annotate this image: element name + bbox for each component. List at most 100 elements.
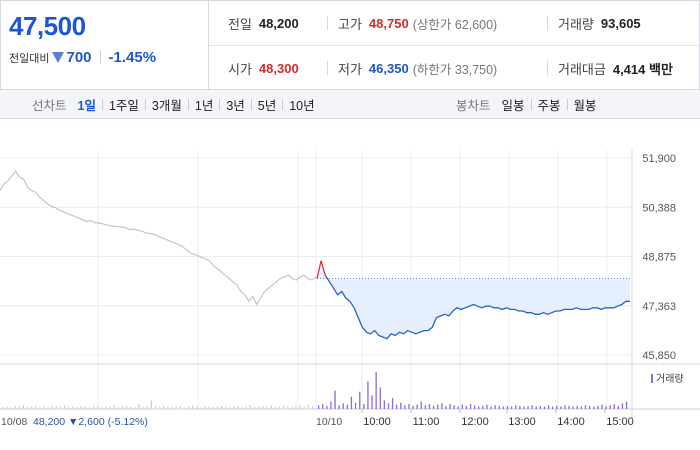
change-divider bbox=[99, 51, 101, 64]
today-volume-bar bbox=[383, 400, 385, 409]
current-price: 47,500 bbox=[9, 11, 86, 41]
prev-day-volume-bar bbox=[113, 405, 115, 409]
today-volume-bar bbox=[375, 372, 377, 409]
prev-day-volume-bar bbox=[287, 406, 289, 409]
price-chart[interactable]: 51,900 50,388 48,875 47,363 45,850 거래량 10/08 48… bbox=[0, 120, 700, 450]
prev-day-change-label: 48,200 ▼2,600 (-5.12%) bbox=[33, 416, 148, 428]
today-volume-bar bbox=[342, 403, 344, 409]
prev-day-volume-bar bbox=[88, 407, 91, 409]
prev-day-volume-bar bbox=[30, 406, 33, 409]
prev-day-volume-bar bbox=[125, 405, 128, 409]
time-tick-label: 10:00 bbox=[363, 416, 391, 428]
prev-day-volume-bar bbox=[64, 405, 66, 409]
today-volume-bar bbox=[543, 406, 546, 409]
prev-day-volume-bar bbox=[216, 406, 219, 409]
price-chart-svg[interactable]: 51,900 50,388 48,875 47,363 45,850 거래량 10/08 48… bbox=[0, 120, 700, 450]
volume-legend-swatch bbox=[651, 374, 653, 383]
tab-candle-period-3[interactable]: 월봉 bbox=[573, 99, 597, 113]
tab-line-period-7[interactable]: 10년 bbox=[289, 99, 315, 113]
prev-day-volume-bar bbox=[192, 405, 194, 409]
prev-day-volume-bar bbox=[254, 407, 256, 409]
prev-day-volume-bar bbox=[295, 405, 297, 409]
prev-day-volume-bar bbox=[138, 404, 140, 409]
tab-separator bbox=[282, 99, 284, 110]
tab-line-period-6[interactable]: 5년 bbox=[257, 99, 277, 113]
today-volume-bar bbox=[420, 401, 422, 409]
today-date-label: 10/10 bbox=[316, 416, 342, 428]
volume-stat: 거래량 93,605 bbox=[547, 1, 699, 46]
prev-day-volume-bar bbox=[51, 405, 53, 409]
chart-period-tabs: 선차트 1일 1주일 3개월 1년 3년 5년 10년 봉차트 일봉 주봉 월봉 bbox=[0, 90, 700, 119]
today-price-line-up bbox=[316, 260, 326, 279]
today-volume-bar bbox=[486, 404, 488, 409]
prev-day-volume-bar bbox=[150, 400, 152, 409]
today-volume-bar bbox=[428, 404, 431, 409]
time-tick-label: 11:00 bbox=[413, 416, 440, 428]
prev-day-volume-bar bbox=[142, 407, 144, 409]
high-value: 48,750 bbox=[368, 15, 409, 31]
prev-day-volume-bar bbox=[196, 406, 198, 409]
today-volume-bar bbox=[535, 406, 537, 409]
today-volume-bar bbox=[474, 405, 476, 409]
today-volume-bar bbox=[597, 405, 599, 409]
tab-candle-period-1[interactable]: 일봉 bbox=[501, 99, 525, 113]
prev-day-volume-bar bbox=[241, 407, 243, 409]
tab-separator bbox=[566, 99, 568, 110]
tab-line-period-2[interactable]: 1주일 bbox=[108, 99, 139, 113]
today-volume-bar bbox=[498, 405, 500, 409]
prev-close-stat: 전일 48,200 bbox=[209, 1, 327, 46]
today-volume-bar bbox=[322, 404, 324, 409]
today-below-ref-area bbox=[317, 260, 630, 339]
trade-value-label: 거래대금 bbox=[558, 61, 606, 77]
prev-day-volume-bar bbox=[237, 405, 239, 409]
today-volume-bar bbox=[330, 401, 332, 409]
today-volume-bar bbox=[625, 401, 628, 409]
today-volume-bar bbox=[515, 405, 517, 409]
prev-day-volume-bar bbox=[311, 405, 314, 409]
today-volume-bar bbox=[556, 405, 558, 409]
low-value: 46,350 bbox=[368, 60, 409, 76]
today-volume-bar bbox=[576, 405, 578, 409]
prev-day-volume-bar bbox=[249, 405, 252, 409]
today-volume-bar bbox=[605, 406, 607, 409]
today-volume-bar bbox=[531, 405, 533, 409]
prev-day-volume-bar bbox=[101, 407, 103, 409]
volume-value: 93,605 bbox=[600, 15, 641, 31]
prev-day-volume-bar bbox=[258, 406, 260, 409]
prev-day-volume-bar bbox=[187, 406, 190, 409]
prev-day-volume-bar bbox=[171, 407, 173, 409]
today-volume-bar bbox=[424, 405, 426, 409]
tab-line-period-5[interactable]: 3년 bbox=[226, 99, 245, 113]
today-volume-bar bbox=[334, 390, 336, 409]
tab-line-period-1[interactable]: 1일 bbox=[77, 99, 96, 113]
prev-day-volume-bar bbox=[117, 407, 119, 409]
today-volume-bar bbox=[547, 405, 550, 409]
time-tick-label: 12:00 bbox=[461, 416, 489, 428]
prev-day-volume-bar bbox=[278, 406, 281, 409]
prev-day-volume-bar bbox=[221, 405, 223, 409]
today-volume-bar bbox=[445, 405, 447, 409]
y-tick-label: 50,388 bbox=[642, 202, 676, 214]
tab-line-period-4[interactable]: 1년 bbox=[194, 99, 214, 113]
today-volume-bar bbox=[519, 405, 521, 409]
prev-day-volume-bar bbox=[270, 405, 272, 409]
today-volume-bar bbox=[523, 406, 525, 409]
today-volume-bar bbox=[494, 405, 496, 409]
prev-day-date-label: 10/08 bbox=[1, 416, 27, 428]
price-stats-grid: 전일 48,200 고가 48,750 (상한가 62,600) 거래량 93,… bbox=[209, 1, 699, 89]
prev-day-volume-bar bbox=[26, 407, 29, 409]
prev-day-volume-bar bbox=[121, 406, 124, 409]
prev-day-volume-bar bbox=[266, 406, 268, 409]
prev-close-value: 48,200 bbox=[258, 15, 299, 31]
today-volume-bar bbox=[461, 404, 463, 409]
today-volume-bar bbox=[601, 404, 603, 409]
prev-day-volume-bar bbox=[282, 405, 285, 409]
today-volume-bar bbox=[408, 404, 410, 409]
prev-day-volume-bar bbox=[43, 406, 45, 409]
prev-day-volume-bar bbox=[76, 407, 78, 409]
tab-line-period-3[interactable]: 3개월 bbox=[151, 99, 182, 113]
tab-candle-period-2[interactable]: 주봉 bbox=[537, 99, 561, 113]
prev-day-volume-bar bbox=[291, 407, 293, 409]
prev-day-volume-bar bbox=[47, 407, 49, 409]
price-change-row: 전일대비 700 -1.45% bbox=[9, 49, 208, 66]
